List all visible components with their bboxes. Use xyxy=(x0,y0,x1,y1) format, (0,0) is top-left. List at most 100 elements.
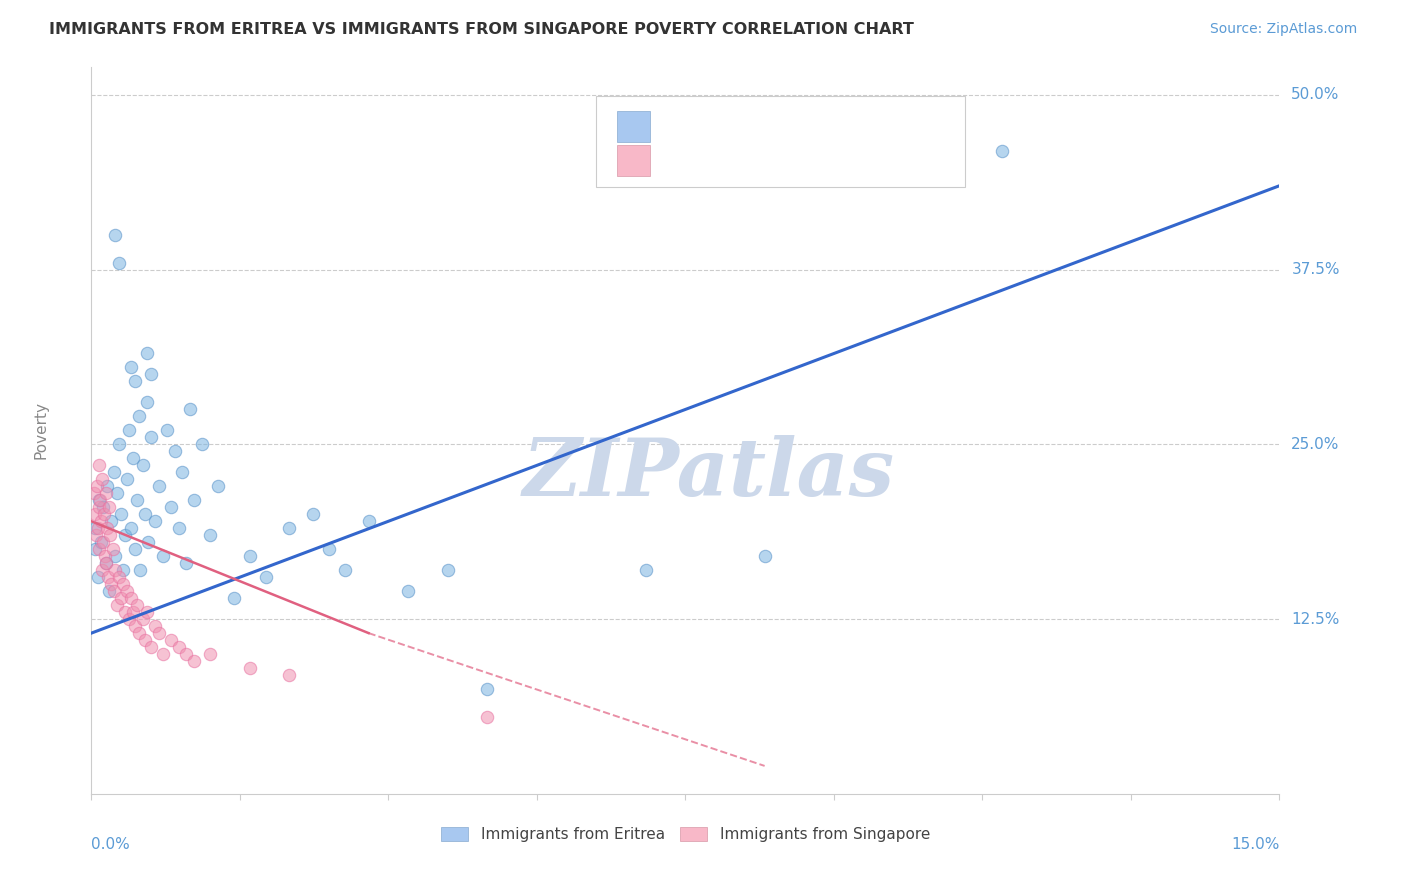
Point xyxy=(89,542,111,557)
Point xyxy=(357,514,380,528)
Point xyxy=(87,521,110,535)
Text: 50.0%: 50.0% xyxy=(1291,87,1340,103)
Point xyxy=(278,668,301,682)
Point xyxy=(198,528,221,542)
Point xyxy=(118,612,141,626)
Point xyxy=(754,549,776,564)
Text: IMMIGRANTS FROM ERITREA VS IMMIGRANTS FROM SINGAPORE POVERTY CORRELATION CHART: IMMIGRANTS FROM ERITREA VS IMMIGRANTS FR… xyxy=(49,22,914,37)
Point xyxy=(112,577,135,591)
Point xyxy=(84,542,107,557)
Text: N = 64: N = 64 xyxy=(800,117,859,135)
Point xyxy=(94,556,117,570)
Point xyxy=(110,591,132,606)
Point xyxy=(104,563,127,577)
Point xyxy=(239,661,262,675)
Text: 12.5%: 12.5% xyxy=(1291,612,1340,626)
Point xyxy=(94,486,117,500)
Point xyxy=(318,542,340,557)
Point xyxy=(120,521,142,535)
Point xyxy=(121,605,143,619)
Point xyxy=(302,508,325,522)
Point xyxy=(83,486,105,500)
Point xyxy=(127,598,149,612)
Point xyxy=(108,255,131,269)
Point xyxy=(239,549,262,564)
Point xyxy=(134,633,156,648)
Point xyxy=(143,514,166,528)
Point xyxy=(183,493,205,508)
Point xyxy=(84,521,107,535)
Point xyxy=(100,577,122,591)
Legend: Immigrants from Eritrea, Immigrants from Singapore: Immigrants from Eritrea, Immigrants from… xyxy=(434,821,936,848)
Point xyxy=(148,626,170,640)
Point xyxy=(198,647,221,661)
Point xyxy=(104,549,127,564)
Point xyxy=(183,654,205,668)
Point xyxy=(108,570,131,584)
Point xyxy=(152,647,174,661)
Point xyxy=(139,430,162,444)
Point xyxy=(159,500,181,515)
Point xyxy=(138,535,160,549)
Point xyxy=(159,633,181,648)
Point xyxy=(103,466,125,480)
Point xyxy=(135,346,157,360)
Point xyxy=(207,479,229,493)
Point xyxy=(436,563,458,577)
Point xyxy=(129,563,152,577)
Point xyxy=(477,681,499,696)
Point xyxy=(132,612,155,626)
Point xyxy=(396,584,419,599)
Text: R =  0.480: R = 0.480 xyxy=(664,117,752,135)
Point xyxy=(222,591,245,606)
Point xyxy=(89,458,111,473)
Point xyxy=(148,479,170,493)
Point xyxy=(90,563,112,577)
Point xyxy=(96,479,118,493)
Text: N = 52: N = 52 xyxy=(800,152,859,169)
Point xyxy=(124,375,146,389)
Point xyxy=(634,563,657,577)
Point xyxy=(163,444,186,458)
Point xyxy=(86,479,108,493)
Point xyxy=(127,493,149,508)
Point xyxy=(114,528,136,542)
Point xyxy=(333,563,356,577)
Point xyxy=(87,500,110,515)
Text: 25.0%: 25.0% xyxy=(1291,437,1340,452)
Point xyxy=(93,508,115,522)
Text: 0.0%: 0.0% xyxy=(91,838,131,853)
Point xyxy=(156,423,179,437)
Point xyxy=(139,640,162,654)
Point xyxy=(172,466,194,480)
Point xyxy=(105,598,128,612)
Point xyxy=(134,508,156,522)
Point xyxy=(100,514,122,528)
Point xyxy=(176,556,198,570)
FancyBboxPatch shape xyxy=(596,96,965,186)
Point xyxy=(87,570,110,584)
Point xyxy=(115,472,138,486)
Point xyxy=(112,563,135,577)
Point xyxy=(128,626,150,640)
Point xyxy=(101,542,124,557)
Point xyxy=(278,521,301,535)
Text: 15.0%: 15.0% xyxy=(1232,838,1279,853)
Text: ZIPatlas: ZIPatlas xyxy=(523,435,896,513)
Point xyxy=(152,549,174,564)
Point xyxy=(254,570,277,584)
Point xyxy=(167,640,190,654)
FancyBboxPatch shape xyxy=(616,112,650,142)
Point xyxy=(124,542,146,557)
Point xyxy=(120,591,142,606)
Text: Poverty: Poverty xyxy=(34,401,49,459)
Point xyxy=(118,423,141,437)
Point xyxy=(143,619,166,633)
Point xyxy=(191,437,214,451)
Point xyxy=(179,402,201,417)
Point xyxy=(96,521,118,535)
Point xyxy=(105,486,128,500)
Point xyxy=(91,472,114,486)
Point xyxy=(96,556,118,570)
Point xyxy=(176,647,198,661)
